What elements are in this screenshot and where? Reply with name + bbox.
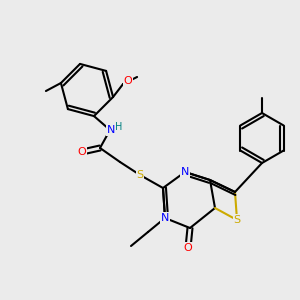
Text: S: S <box>136 170 144 180</box>
Text: S: S <box>233 215 241 225</box>
Text: H: H <box>115 122 123 132</box>
Text: O: O <box>78 147 86 157</box>
Text: N: N <box>161 213 169 223</box>
Text: N: N <box>107 125 115 135</box>
Text: N: N <box>181 167 189 177</box>
Text: O: O <box>184 243 192 253</box>
Text: O: O <box>124 76 133 86</box>
